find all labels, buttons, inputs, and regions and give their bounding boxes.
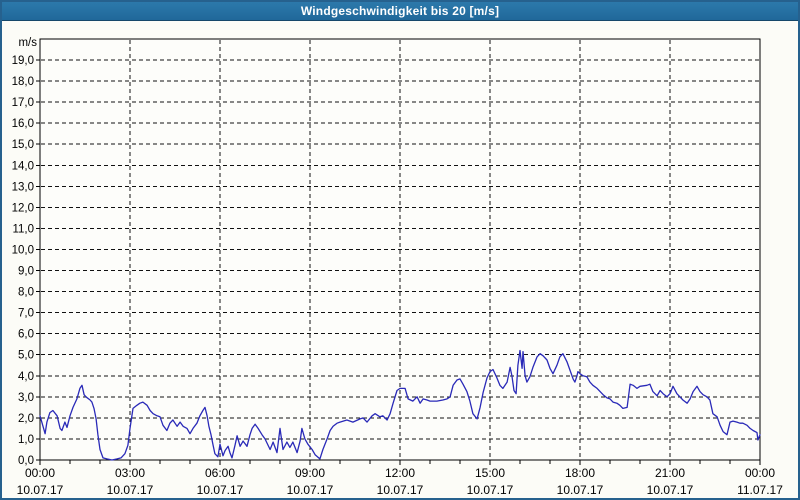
svg-text:15,0: 15,0 — [12, 139, 34, 151]
svg-text:12,0: 12,0 — [12, 202, 34, 214]
x-tick-date: 10.07.17 — [557, 483, 604, 497]
x-tick-date: 10.07.17 — [197, 483, 244, 497]
wind-speed-line — [39, 349, 761, 461]
x-tick-date: 10.07.17 — [377, 483, 424, 497]
x-tick-time: 06:00 — [205, 466, 235, 480]
chart-title-bar: Windgeschwindigkeit bis 20 [m/s] — [2, 2, 798, 21]
svg-text:18,0: 18,0 — [12, 76, 34, 88]
x-tick-time: 03:00 — [115, 466, 145, 480]
svg-text:14,0: 14,0 — [12, 160, 34, 172]
svg-text:5,0: 5,0 — [18, 350, 34, 362]
x-tick-date: 10.07.17 — [107, 483, 154, 497]
svg-text:3,0: 3,0 — [18, 392, 34, 404]
svg-text:2,0: 2,0 — [18, 413, 34, 425]
svg-text:11,0: 11,0 — [12, 223, 34, 235]
svg-text:9,0: 9,0 — [18, 266, 34, 278]
svg-text:13,0: 13,0 — [12, 181, 34, 193]
svg-text:6,0: 6,0 — [18, 329, 34, 341]
svg-text:7,0: 7,0 — [18, 308, 34, 320]
x-tick-date: 10.07.17 — [17, 483, 64, 497]
x-tick-time: 00:00 — [745, 466, 775, 480]
svg-text:4,0: 4,0 — [18, 371, 34, 383]
svg-text:10,0: 10,0 — [12, 244, 34, 256]
x-axis-ticks — [39, 460, 761, 465]
svg-text:19,0: 19,0 — [12, 55, 34, 67]
x-tick-time: 00:00 — [25, 466, 55, 480]
svg-text:8,0: 8,0 — [18, 287, 34, 299]
x-tick-time: 09:00 — [295, 466, 325, 480]
x-tick-time: 12:00 — [385, 466, 415, 480]
svg-text:0,0: 0,0 — [18, 455, 34, 467]
y-gridlines — [41, 59, 759, 440]
y-tick-labels: 0,0 1,0 2,0 3,0 4,0 5,0 6,0 7,0 8,0 9,0 10,0 11,0 12… — [12, 55, 34, 467]
svg-text:16,0: 16,0 — [12, 118, 34, 130]
x-tick-date: 10.07.17 — [647, 483, 694, 497]
y-axis-ticks — [36, 59, 40, 461]
x-tick-time: 21:00 — [655, 466, 685, 480]
x-tick-date: 11.07.17 — [737, 483, 783, 497]
svg-text:1,0: 1,0 — [18, 434, 34, 446]
y-axis-unit-label: m/s — [18, 37, 37, 49]
x-tick-date: 10.07.17 — [287, 483, 334, 497]
x-tick-labels: 00:00 10.07.17 03:00 10.07.17 06:00 10.07.17 0… — [17, 466, 784, 497]
x-tick-time: 15:00 — [475, 466, 505, 480]
x-tick-date: 10.07.17 — [467, 483, 514, 497]
svg-text:17,0: 17,0 — [12, 97, 34, 109]
x-tick-time: 18:00 — [565, 466, 595, 480]
